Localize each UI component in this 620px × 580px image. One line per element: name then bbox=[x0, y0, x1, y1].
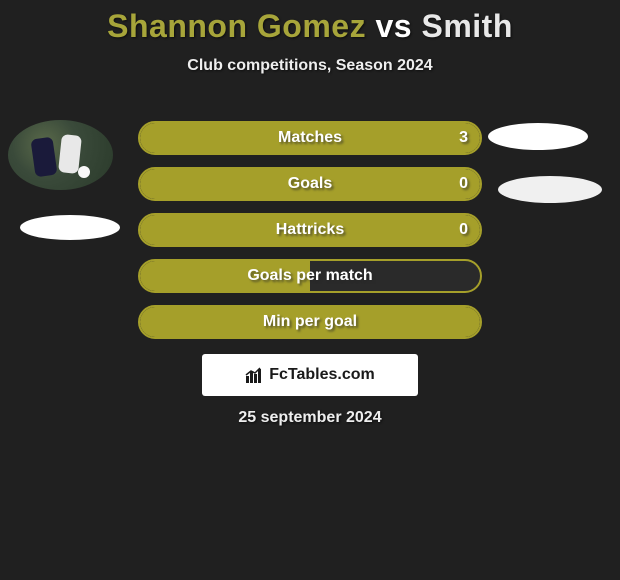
stat-label: Goals per match bbox=[140, 267, 480, 285]
ball-icon bbox=[78, 166, 90, 178]
attribution-badge: FcTables.com bbox=[202, 354, 418, 396]
stat-value: 0 bbox=[459, 175, 468, 193]
stat-bar-matches: Matches 3 bbox=[138, 121, 482, 155]
player2-badge-1 bbox=[488, 123, 588, 150]
stat-label: Min per goal bbox=[140, 313, 480, 331]
date-text: 25 september 2024 bbox=[0, 409, 620, 427]
bars-icon bbox=[245, 366, 265, 384]
stat-bars: Matches 3 Goals 0 Hattricks 0 Goals per … bbox=[138, 121, 482, 351]
comparison-card: Shannon Gomez vs Smith Club competitions… bbox=[0, 0, 620, 75]
player1-name: Shannon Gomez bbox=[107, 8, 366, 44]
stat-bar-goals-per-match: Goals per match bbox=[138, 259, 482, 293]
page-title: Shannon Gomez vs Smith bbox=[0, 0, 620, 45]
stat-label: Matches bbox=[140, 129, 480, 147]
player2-badge-2 bbox=[498, 176, 602, 203]
attribution-text: FcTables.com bbox=[269, 366, 375, 384]
stat-value: 3 bbox=[459, 129, 468, 147]
stat-value: 0 bbox=[459, 221, 468, 239]
stat-label: Hattricks bbox=[140, 221, 480, 239]
vs-text: vs bbox=[375, 8, 412, 44]
subtitle: Club competitions, Season 2024 bbox=[0, 57, 620, 75]
stat-bar-min-per-goal: Min per goal bbox=[138, 305, 482, 339]
player2-name: Smith bbox=[421, 8, 512, 44]
stat-bar-goals: Goals 0 bbox=[138, 167, 482, 201]
stat-bar-hattricks: Hattricks 0 bbox=[138, 213, 482, 247]
stat-label: Goals bbox=[140, 175, 480, 193]
player1-avatar bbox=[8, 120, 113, 190]
player1-badge bbox=[20, 215, 120, 240]
